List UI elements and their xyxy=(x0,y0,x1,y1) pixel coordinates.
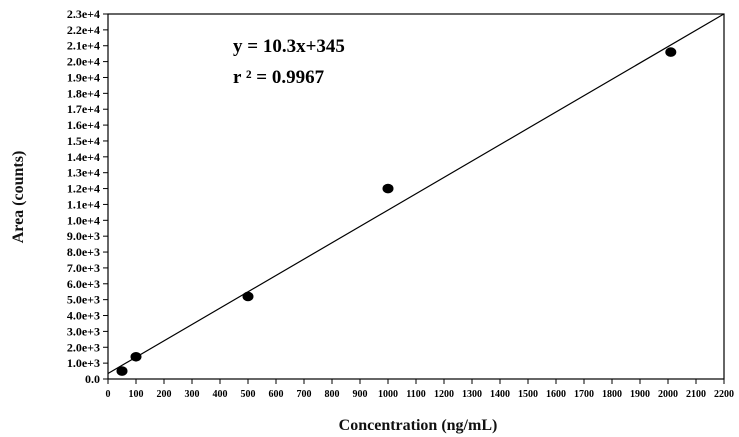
y-tick-label: 1.3e+4 xyxy=(67,166,100,180)
equation-annotation: y = 10.3x+345 xyxy=(233,36,345,57)
y-tick-label: 2.3e+4 xyxy=(67,7,100,21)
x-tick-label: 1300 xyxy=(462,389,482,400)
x-tick-label: 1500 xyxy=(518,389,538,400)
y-tick-label: 3.0e+3 xyxy=(67,324,100,338)
x-tick-label: 1700 xyxy=(574,389,594,400)
x-tick-label: 900 xyxy=(353,389,368,400)
y-tick-label: 7.0e+3 xyxy=(67,261,100,275)
x-tick-label: 1800 xyxy=(602,389,622,400)
y-tick-label: 5.0e+3 xyxy=(67,293,100,307)
y-tick-label: 1.2e+4 xyxy=(67,182,100,196)
y-tick-label: 1.0e+4 xyxy=(67,213,100,227)
plot-frame xyxy=(107,13,725,380)
y-tick-label: 8.0e+3 xyxy=(67,245,100,259)
x-tick-label: 2000 xyxy=(658,389,678,400)
x-tick-label: 600 xyxy=(269,389,284,400)
x-tick-label: 1200 xyxy=(434,389,454,400)
y-tick-label: 2.1e+4 xyxy=(67,39,100,53)
data-point xyxy=(382,183,394,194)
y-tick-label: 0.0 xyxy=(85,372,100,386)
y-tick-label: 1.5e+4 xyxy=(67,134,100,148)
y-tick-label: 1.8e+4 xyxy=(67,86,100,100)
y-tick-label: 2.0e+4 xyxy=(67,55,100,69)
x-tick-label: 0 xyxy=(106,389,111,400)
x-tick-label: 700 xyxy=(297,389,312,400)
data-point xyxy=(116,366,128,376)
x-tick-label: 2200 xyxy=(714,389,734,400)
x-tick-label: 300 xyxy=(185,389,200,400)
y-tick-label: 1.1e+4 xyxy=(67,197,100,211)
x-tick-label: 100 xyxy=(129,389,144,400)
y-tick-label: 1.4e+4 xyxy=(67,150,100,164)
x-tick-label: 200 xyxy=(157,389,172,400)
x-axis-title: Concentration (ng/mL) xyxy=(339,417,498,434)
y-axis-ticks: 0.0 1.0e+3 2.0e+3 3.0e+34.0e+3 5.0e+3 6.0e+3 7… xyxy=(67,7,108,386)
y-tick-label: 4.0e+3 xyxy=(67,309,100,323)
x-tick-label: 1900 xyxy=(630,389,650,400)
data-point xyxy=(130,351,142,362)
data-points xyxy=(116,47,677,376)
y-tick-label: 1.0e+3 xyxy=(67,356,100,370)
y-tick-label: 2.2e+4 xyxy=(67,23,100,37)
y-tick-label: 1.9e+4 xyxy=(67,70,100,84)
x-tick-label: 500 xyxy=(241,389,256,400)
r-squared-annotation: r ² = 0.9967 xyxy=(233,67,325,88)
data-point xyxy=(242,291,254,302)
y-tick-label: 2.0e+3 xyxy=(67,340,100,354)
x-tick-label: 2100 xyxy=(686,389,706,400)
x-tick-label: 800 xyxy=(325,389,340,400)
fit-line-group xyxy=(107,13,725,375)
y-tick-label: 9.0e+3 xyxy=(67,229,100,243)
regression-line xyxy=(107,13,725,375)
x-axis-ticks: 0 100 200 300 400 500 600 700 800 900 1000 1100 1200… xyxy=(106,379,734,400)
x-tick-label: 1000 xyxy=(378,389,398,400)
y-tick-label: 1.7e+4 xyxy=(67,102,100,116)
x-tick-label: 400 xyxy=(213,389,228,400)
x-tick-label: 1400 xyxy=(490,389,510,400)
y-tick-label: 1.6e+4 xyxy=(67,118,100,132)
x-tick-label: 1100 xyxy=(406,389,425,400)
y-tick-label: 6.0e+3 xyxy=(67,277,100,291)
x-tick-label: 1600 xyxy=(546,389,566,400)
y-axis-title: Area (counts) xyxy=(10,151,27,244)
data-point xyxy=(665,47,677,57)
